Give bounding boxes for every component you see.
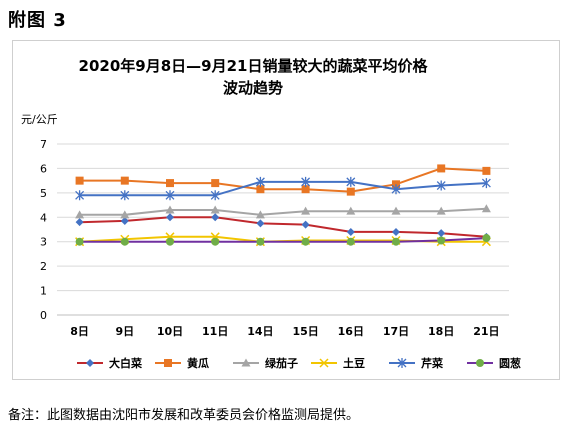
data-point xyxy=(241,358,251,367)
data-point xyxy=(436,180,446,191)
series-line xyxy=(79,237,487,243)
x-tick-label: 21日 xyxy=(473,325,499,338)
series-markers xyxy=(75,164,491,247)
data-point xyxy=(255,176,265,187)
data-point xyxy=(166,179,174,188)
y-axis-label: 元/公斤 xyxy=(21,113,58,126)
y-tick-label: 4 xyxy=(40,211,47,224)
data-point xyxy=(346,237,355,246)
data-point xyxy=(397,358,407,368)
legend-label: 绿茄子 xyxy=(265,356,298,370)
data-point xyxy=(301,176,311,187)
series-lines xyxy=(79,167,487,243)
chart-title: 2020年9月8日—9月21日销量较大的蔬菜平均价格 xyxy=(79,57,429,75)
y-tick-label: 3 xyxy=(40,236,47,249)
data-point xyxy=(120,190,130,201)
data-point xyxy=(211,237,220,246)
data-point xyxy=(301,237,310,246)
y-tick-label: 2 xyxy=(40,260,47,273)
data-point xyxy=(301,185,310,194)
data-point xyxy=(391,206,401,215)
data-point xyxy=(120,216,129,225)
data-point xyxy=(346,227,355,236)
x-tick-label: 8日 xyxy=(70,325,89,338)
data-point xyxy=(437,229,446,238)
x-tick-label: 9日 xyxy=(115,325,134,338)
x-tick-label: 17日 xyxy=(383,325,409,338)
data-point xyxy=(75,237,84,246)
data-point xyxy=(256,237,265,246)
chart-frame: 2020年9月8日—9月21日销量较大的蔬菜平均价格 波动趋势 元/公斤 0 1 2… xyxy=(12,40,560,380)
series-line xyxy=(79,180,487,197)
series-line xyxy=(79,216,487,238)
data-point xyxy=(120,176,129,185)
y-tick-label: 6 xyxy=(40,162,47,175)
data-point xyxy=(166,237,174,246)
series-line xyxy=(79,207,487,216)
data-point xyxy=(210,205,220,214)
data-point xyxy=(86,359,94,367)
data-point xyxy=(301,206,311,215)
data-point xyxy=(392,227,400,236)
y-tick-label: 1 xyxy=(40,285,47,298)
y-tick-label: 0 xyxy=(40,309,47,322)
data-point xyxy=(481,178,491,189)
data-point xyxy=(481,204,491,213)
x-tick-labels: 8日 9日 10日 11日 14日 15日 16日 17日 18日 21日 xyxy=(70,325,499,338)
data-point xyxy=(164,359,172,367)
data-point xyxy=(120,210,130,219)
data-point xyxy=(482,234,491,243)
data-point xyxy=(346,176,356,187)
data-point xyxy=(346,206,356,215)
y-tick-label: 7 xyxy=(40,138,47,151)
data-point xyxy=(211,179,220,188)
legend-label: 芹菜 xyxy=(421,356,444,370)
data-point xyxy=(166,213,174,222)
data-point xyxy=(256,219,265,228)
legend-label: 大白菜 xyxy=(109,356,143,370)
data-point xyxy=(211,213,220,222)
data-point xyxy=(437,164,446,173)
series-line xyxy=(79,167,487,193)
x-tick-label: 14日 xyxy=(247,325,273,338)
line-chart: 2020年9月8日—9月21日销量较大的蔬菜平均价格 波动趋势 元/公斤 0 1 2… xyxy=(21,57,521,370)
x-tick-label: 10日 xyxy=(157,325,183,338)
data-point xyxy=(392,237,400,246)
x-tick-label: 16日 xyxy=(338,325,364,338)
data-point xyxy=(436,206,446,215)
x-tick-label: 15日 xyxy=(292,325,318,338)
y-tick-labels: 0 1 2 3 4 5 6 7 xyxy=(40,138,47,322)
data-point xyxy=(75,176,84,185)
legend-label: 圆葱 xyxy=(499,356,521,370)
footnote: 备注：此图数据由沈阳市发展和改革委员会价格监测局提供。 xyxy=(8,408,360,423)
data-point xyxy=(256,185,265,194)
data-point xyxy=(346,187,355,196)
data-point xyxy=(165,190,175,201)
data-point xyxy=(255,210,265,219)
data-point xyxy=(437,236,446,245)
data-point xyxy=(391,184,401,195)
data-point xyxy=(319,358,329,368)
chart-subtitle: 波动趋势 xyxy=(223,79,283,97)
data-point xyxy=(120,237,129,246)
data-point xyxy=(75,210,85,219)
x-tick-label: 11日 xyxy=(202,325,228,338)
x-tick-label: 18日 xyxy=(428,325,454,338)
data-point xyxy=(165,205,175,214)
data-point xyxy=(75,190,85,201)
data-point xyxy=(476,359,484,367)
legend-label: 土豆 xyxy=(343,356,365,370)
data-point xyxy=(75,218,84,227)
figure-label: 附图 3 xyxy=(8,10,67,31)
data-point xyxy=(210,190,220,201)
y-tick-label: 5 xyxy=(40,187,47,200)
legend-label: 黄瓜 xyxy=(187,356,209,370)
legend: 大白菜 黄瓜 绿茄子 土豆 芹菜 圆葱 xyxy=(77,356,521,370)
data-point xyxy=(482,166,491,175)
data-point xyxy=(301,220,310,229)
